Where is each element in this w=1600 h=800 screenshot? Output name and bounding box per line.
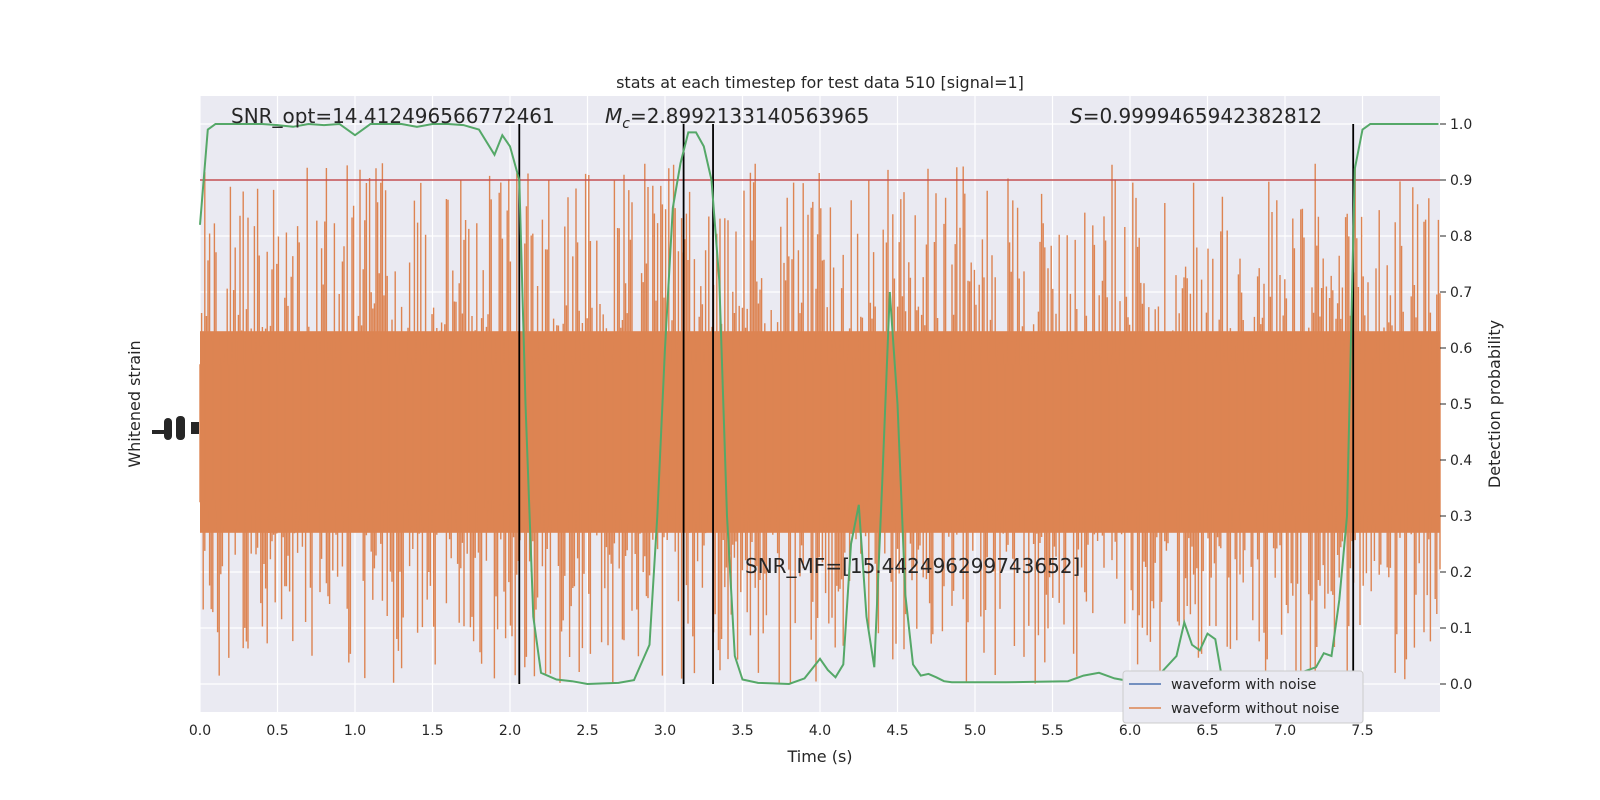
x-tick-label: 2.5 xyxy=(576,723,598,739)
right-y-axis-ticks: 0.0 0.1 0.2 0.3 0.4 0.5 0.6 0.7 0.8 0.9 1.0 xyxy=(1440,117,1472,693)
waveform-without-noise-line xyxy=(199,163,1441,684)
x-axis-label: Time (s) xyxy=(786,747,852,766)
right-y-tick-label: 0.3 xyxy=(1450,509,1472,525)
right-y-tick-label: 0.1 xyxy=(1450,621,1472,637)
waveform-spikes xyxy=(199,163,1441,684)
x-tick-label: 7.0 xyxy=(1274,723,1296,739)
mc-symbol: M xyxy=(605,104,622,128)
mc-value: =2.8992133140563965 xyxy=(630,104,869,128)
x-tick-label: 1.0 xyxy=(344,723,366,739)
legend-label-without-noise: waveform without noise xyxy=(1171,701,1339,717)
x-axis-ticks: 0.0 0.5 1.0 1.5 2.0 2.5 3.0 3.5 4.0 4.5 5.0 5.5 6.0 6… xyxy=(189,723,1374,739)
x-tick-label: 3.5 xyxy=(731,723,753,739)
left-y-axis-label: Whitened strain xyxy=(125,340,144,467)
mc-subscript: c xyxy=(622,116,630,132)
x-tick-label: 7.5 xyxy=(1351,723,1373,739)
legend-label-with-noise: waveform with noise xyxy=(1171,677,1316,693)
snr-mf-annotation: SNR_MF=[15.442496299743652] xyxy=(745,554,1080,578)
right-y-tick-label: 0.8 xyxy=(1450,229,1472,245)
right-y-tick-label: 0.2 xyxy=(1450,565,1472,581)
legend: waveform with noise waveform without noi… xyxy=(1122,670,1364,724)
s-annotation: S=0.9999465942382812 xyxy=(1070,104,1322,128)
x-tick-label: 1.5 xyxy=(421,723,443,739)
x-tick-label: 4.0 xyxy=(809,723,831,739)
x-tick-label: 6.0 xyxy=(1119,723,1141,739)
left-axis-tick-marks xyxy=(152,416,199,440)
right-y-tick-label: 1.0 xyxy=(1450,117,1472,133)
x-tick-label: 3.0 xyxy=(654,723,676,739)
x-tick-label: 5.0 xyxy=(964,723,986,739)
x-tick-label: 2.0 xyxy=(499,723,521,739)
s-symbol: S xyxy=(1070,104,1083,128)
right-y-tick-label: 0.0 xyxy=(1450,677,1472,693)
snr-opt-annotation: SNR_opt=14.412496566772461 xyxy=(231,104,555,128)
right-y-tick-label: 0.4 xyxy=(1450,453,1472,469)
chart-title: stats at each timestep for test data 510… xyxy=(616,73,1024,92)
legend-box xyxy=(1122,670,1364,724)
right-y-tick-label: 0.6 xyxy=(1450,341,1472,357)
right-y-tick-label: 0.7 xyxy=(1450,285,1472,301)
x-tick-label: 6.5 xyxy=(1196,723,1218,739)
s-value: =0.9999465942382812 xyxy=(1083,104,1322,128)
x-tick-label: 5.5 xyxy=(1041,723,1063,739)
x-tick-label: 4.5 xyxy=(886,723,908,739)
right-y-tick-label: 0.9 xyxy=(1450,173,1472,189)
x-tick-label: 0.0 xyxy=(189,723,211,739)
chirp-mass-annotation: Mc=2.8992133140563965 xyxy=(605,104,869,132)
x-tick-label: 0.5 xyxy=(266,723,288,739)
right-y-axis-label: Detection probability xyxy=(1485,320,1504,488)
right-y-tick-label: 0.5 xyxy=(1450,397,1472,413)
